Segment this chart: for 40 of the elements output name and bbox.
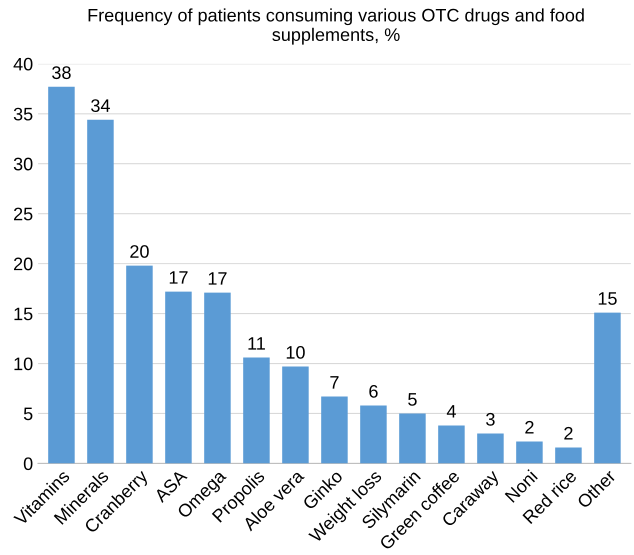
y-tick-label: 35 bbox=[14, 108, 32, 120]
data-label: 4 bbox=[446, 405, 456, 418]
bar bbox=[204, 292, 231, 464]
bar bbox=[399, 413, 426, 464]
y-tick-label: 20 bbox=[14, 258, 32, 270]
y-tick-label: 40 bbox=[14, 58, 32, 71]
data-label: 11 bbox=[248, 337, 265, 350]
y-tick-label: 0 bbox=[24, 457, 32, 470]
y-tick-label: 10 bbox=[14, 357, 32, 370]
bar bbox=[165, 292, 192, 464]
bar bbox=[126, 266, 153, 464]
data-label: 7 bbox=[330, 376, 339, 389]
bar bbox=[516, 441, 543, 464]
data-label: 10 bbox=[286, 346, 305, 359]
data-label: 38 bbox=[52, 66, 71, 80]
data-label: 2 bbox=[564, 426, 573, 440]
bar bbox=[282, 366, 309, 464]
y-tick-label: 15 bbox=[14, 308, 32, 320]
data-label: 34 bbox=[91, 99, 110, 112]
y-tick-label: 25 bbox=[14, 208, 32, 220]
bar bbox=[438, 425, 465, 464]
bar bbox=[477, 433, 504, 464]
bar bbox=[87, 120, 114, 464]
bar bbox=[321, 396, 348, 464]
data-label: 15 bbox=[598, 292, 617, 305]
data-label: 3 bbox=[486, 412, 495, 426]
bar bbox=[48, 86, 75, 464]
y-tick-label: 30 bbox=[14, 158, 32, 170]
data-label: 17 bbox=[208, 272, 227, 285]
y-tick-label: 5 bbox=[24, 408, 32, 420]
data-label: 2 bbox=[525, 420, 534, 434]
bar bbox=[555, 447, 582, 464]
bar bbox=[360, 405, 387, 464]
chart-title: Frequency of patients consuming various OTC drugs and food supplements, % bbox=[88, 8, 584, 45]
data-label: 17 bbox=[170, 271, 188, 284]
data-label: 6 bbox=[369, 384, 378, 398]
bar bbox=[594, 312, 621, 464]
bar bbox=[243, 358, 270, 464]
data-label: 5 bbox=[408, 393, 417, 406]
data-label: 20 bbox=[130, 245, 149, 258]
